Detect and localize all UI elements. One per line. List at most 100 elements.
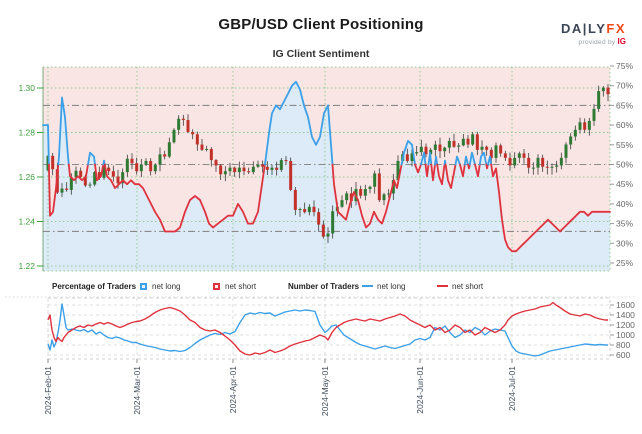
percent-axis-label: 30% [616, 238, 633, 248]
ig-logo-text: IG [617, 37, 626, 46]
candle [186, 120, 190, 133]
candle [368, 186, 372, 190]
net-long-pct-line [487, 155, 493, 166]
net-short-pct-line [474, 163, 481, 178]
candle [139, 164, 143, 172]
chart-legend: Percentage of Traders net long net short… [0, 282, 642, 296]
month-axis-label: 2024-Jul-01 [507, 366, 517, 411]
candle [531, 167, 535, 169]
count-axis-label: 1400 [616, 310, 635, 320]
candle [583, 122, 587, 130]
net-short-pct-line [467, 163, 471, 170]
candle [69, 177, 73, 190]
candle [130, 158, 134, 164]
net-long-pct-line [400, 139, 416, 166]
net-long-pct-line [263, 80, 334, 166]
candle [172, 129, 176, 143]
dailyfx-logo: DA|LYFX provided by IG [561, 22, 626, 47]
candle [107, 167, 111, 172]
candle [102, 167, 106, 178]
candle [396, 160, 400, 181]
price-axis-label: 1.24 [18, 217, 35, 227]
candle [284, 160, 288, 162]
candle [256, 164, 260, 167]
candle [597, 91, 601, 109]
candle [167, 142, 171, 157]
net-short-pct-line [430, 163, 436, 182]
percent-axis-label: 40% [616, 199, 633, 209]
candle [326, 233, 330, 237]
candle [480, 146, 484, 150]
net-long-pct-line [478, 151, 488, 166]
candle [177, 118, 181, 130]
net-long-pct-line [57, 96, 70, 166]
candle [163, 154, 167, 157]
candle [321, 224, 325, 237]
candle [429, 149, 433, 155]
net-short-pct-line [485, 163, 489, 170]
candle [293, 189, 297, 210]
candle [93, 172, 97, 185]
percent-axis-label: 25% [616, 258, 633, 268]
logo-tagline: provided by IG [561, 38, 626, 47]
dailyfx-wordmark: DA|LYFX [561, 22, 626, 35]
candle [438, 144, 442, 152]
candle [606, 87, 610, 95]
candle [79, 170, 83, 177]
candle [270, 167, 274, 170]
candle [405, 154, 409, 161]
candle [60, 188, 64, 193]
net-long-count-line [47, 303, 608, 357]
net-long-pct-line [468, 151, 476, 166]
percent-axis-label: 70% [616, 81, 633, 91]
candle [452, 140, 456, 147]
candle [275, 167, 279, 170]
candle [541, 157, 545, 167]
legend-percentage-title: Percentage of Traders [52, 282, 137, 291]
candle [536, 157, 540, 168]
candle [233, 167, 237, 173]
candle [545, 166, 549, 168]
candle [377, 173, 381, 201]
candle [279, 160, 283, 170]
legend-pct-netshort-label: net short [225, 282, 257, 291]
legend-num-netlong-swatch [362, 282, 373, 291]
candle [555, 165, 559, 167]
net-short-pct-line [436, 163, 446, 186]
candle [331, 211, 335, 234]
candle [181, 118, 185, 121]
candle [223, 171, 227, 175]
candle [261, 164, 265, 167]
legend-num-netlong-label: net long [377, 282, 406, 291]
legend-num-netshort-swatch [437, 282, 448, 291]
candle [373, 173, 377, 187]
candle [209, 148, 213, 161]
candle [307, 206, 311, 213]
candle [471, 134, 475, 145]
month-axis-label: 2024-Apr-01 [228, 366, 238, 414]
net-short-pct-line [331, 163, 403, 229]
candle [200, 144, 204, 150]
netshort-square-icon [213, 283, 220, 290]
legend-pct-netlong-swatch [140, 282, 147, 291]
net-long-pct-line [443, 159, 447, 166]
candle [298, 209, 302, 211]
candle [83, 177, 87, 186]
axes-labels: 1.30 1.28 1.26 1.24 1.22 75% 70% 65% 60% 55% 50% 45… [18, 61, 633, 271]
candle [559, 157, 563, 166]
candle [191, 132, 195, 135]
tagline-text: provided by [578, 39, 616, 46]
sentiment-percentage-line [42, 80, 611, 253]
candle [387, 193, 391, 195]
net-short-pct-line [67, 163, 89, 182]
netlong-square-icon [140, 283, 147, 290]
candle [391, 180, 395, 194]
percent-axis-label: 50% [616, 160, 633, 170]
count-axis-label: 800 [616, 340, 630, 350]
candle [522, 153, 526, 158]
candle [265, 166, 269, 170]
price-axis-label: 1.30 [18, 83, 35, 93]
net-long-pct-line [102, 159, 106, 166]
